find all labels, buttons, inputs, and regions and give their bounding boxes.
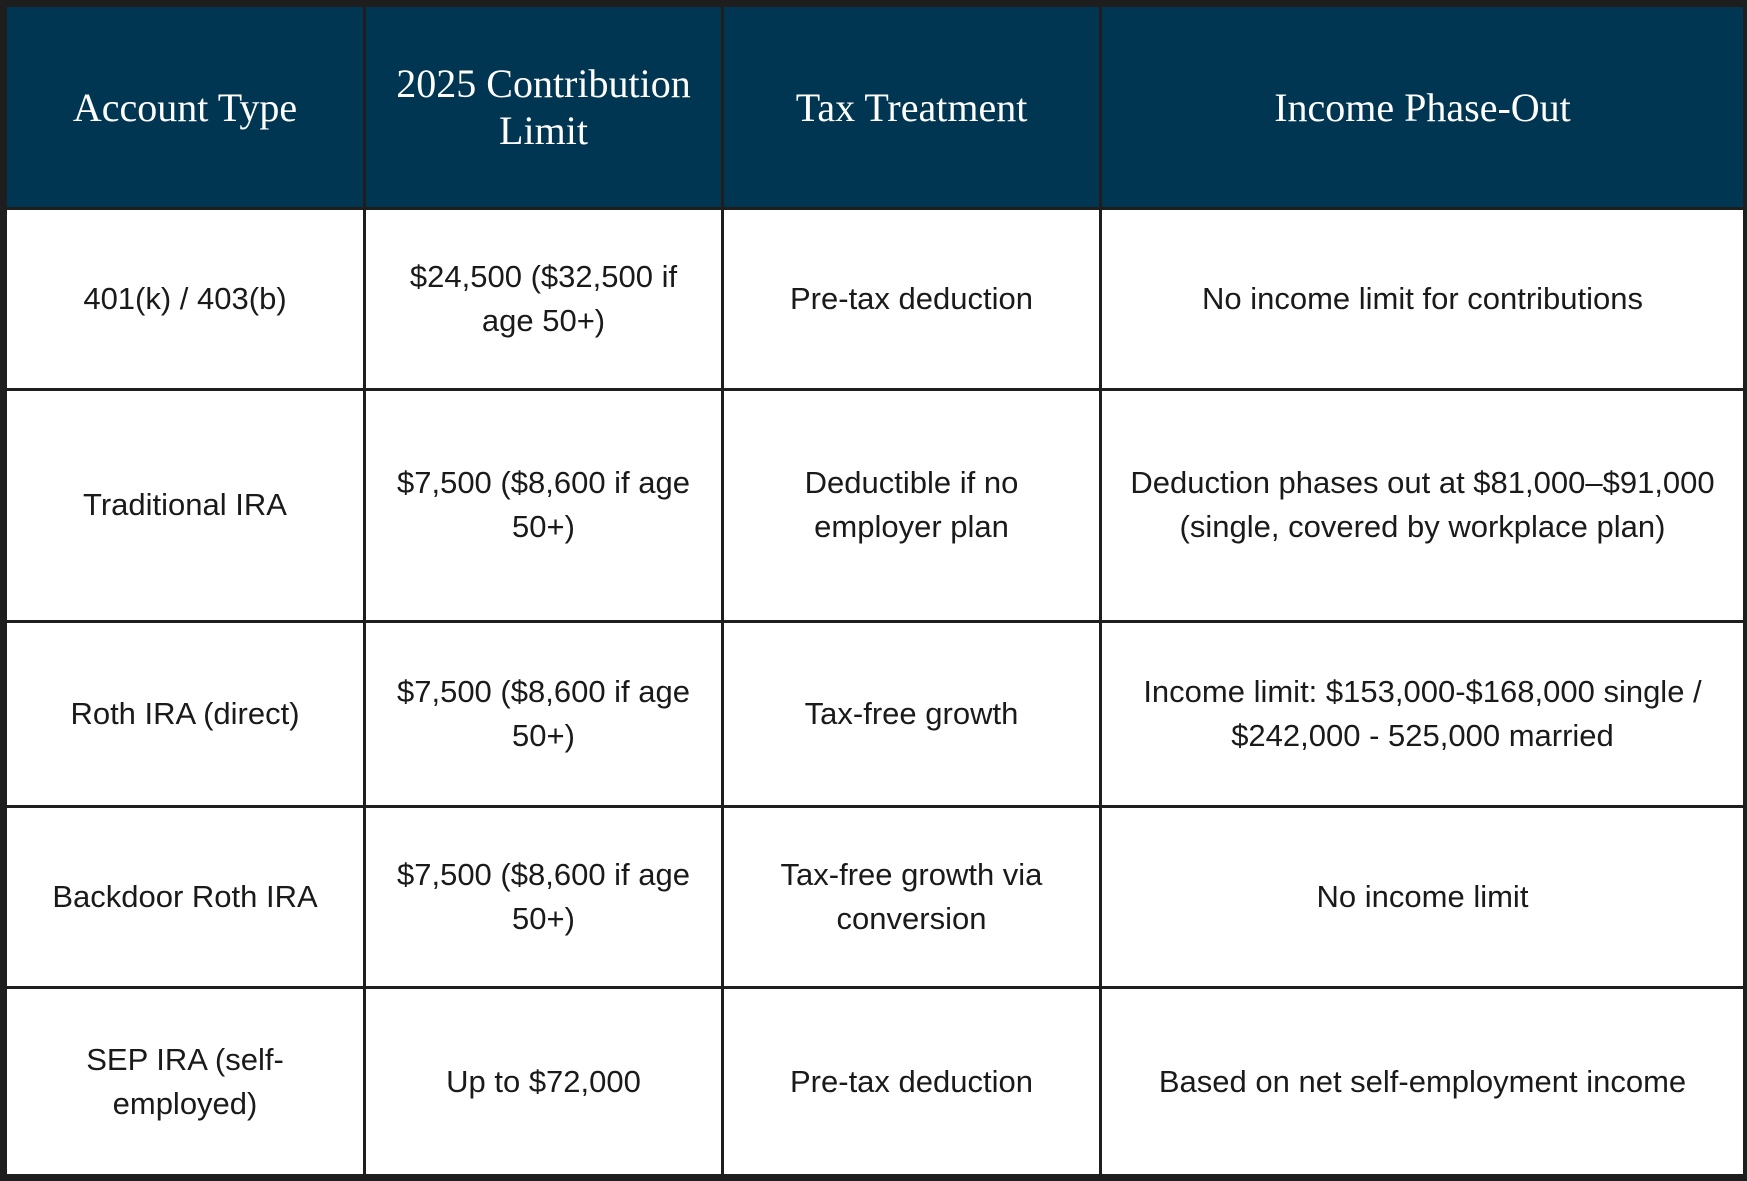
table-cell: Deduction phases out at $81,000–$91,000 … <box>1099 387 1743 623</box>
table-container: Account Type 2025 Contribution Limit Tax T… <box>4 4 1743 1177</box>
table-cell: Income limit: $153,000-$168,000 single /… <box>1099 619 1743 809</box>
table-cell: Traditional IRA <box>4 387 366 623</box>
table-cell: Based on net self-employment income <box>1099 986 1743 1177</box>
table-cell: Up to $72,000 <box>363 986 724 1177</box>
table-cell: $7,500 ($8,600 if age 50+) <box>363 387 724 623</box>
table-cell: No income limit for contributions <box>1099 207 1743 391</box>
table-cell: Backdoor Roth IRA <box>4 805 366 990</box>
table-cell: $24,500 ($32,500 if age 50+) <box>363 207 724 391</box>
table-cell: 401(k) / 403(b) <box>4 207 366 391</box>
table-row: Traditional IRA $7,500 ($8,600 if age 50+… <box>4 387 1743 623</box>
table-cell: Deductible if no employer plan <box>721 387 1102 623</box>
header-row: Account Type 2025 Contribution Limit Tax T… <box>4 4 1743 210</box>
table-cell: Pre-tax deduction <box>721 986 1102 1177</box>
table-cell: SEP IRA (self-employed) <box>4 986 366 1177</box>
header-cell: Tax Treatment <box>721 4 1102 210</box>
table-cell: No income limit <box>1099 805 1743 990</box>
table-cell: $7,500 ($8,600 if age 50+) <box>363 805 724 990</box>
table-row: SEP IRA (self-employed) Up to $72,000 Pre-… <box>4 986 1743 1177</box>
table-row: Roth IRA (direct) $7,500 ($8,600 if age 5… <box>4 619 1743 809</box>
header-cell: Income Phase-Out <box>1099 4 1743 210</box>
table-cell: Tax-free growth <box>721 619 1102 809</box>
table-cell: Pre-tax deduction <box>721 207 1102 391</box>
comparison-table: Account Type 2025 Contribution Limit Tax T… <box>4 4 1743 1177</box>
table-row: Backdoor Roth IRA $7,500 ($8,600 if age 5… <box>4 805 1743 990</box>
table-cell: $7,500 ($8,600 if age 50+) <box>363 619 724 809</box>
table-row: 401(k) / 403(b) $24,500 ($32,500 if age 5… <box>4 207 1743 391</box>
header-cell: Account Type <box>4 4 366 210</box>
table-cell: Tax-free growth via conversion <box>721 805 1102 990</box>
header-cell: 2025 Contribution Limit <box>363 4 724 210</box>
table-cell: Roth IRA (direct) <box>4 619 366 809</box>
